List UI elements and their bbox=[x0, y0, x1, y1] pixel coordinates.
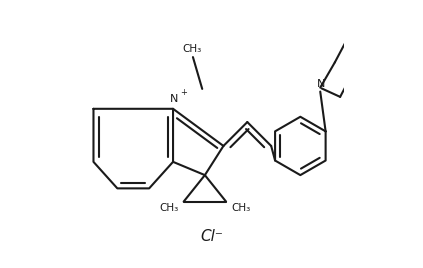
Text: Cl⁻: Cl⁻ bbox=[200, 229, 223, 244]
Text: N: N bbox=[170, 94, 179, 104]
Text: N: N bbox=[317, 79, 325, 89]
Text: CH₃: CH₃ bbox=[159, 203, 179, 213]
Text: CH₃: CH₃ bbox=[182, 44, 201, 54]
Text: CH₃: CH₃ bbox=[231, 203, 251, 213]
Text: +: + bbox=[180, 88, 187, 96]
